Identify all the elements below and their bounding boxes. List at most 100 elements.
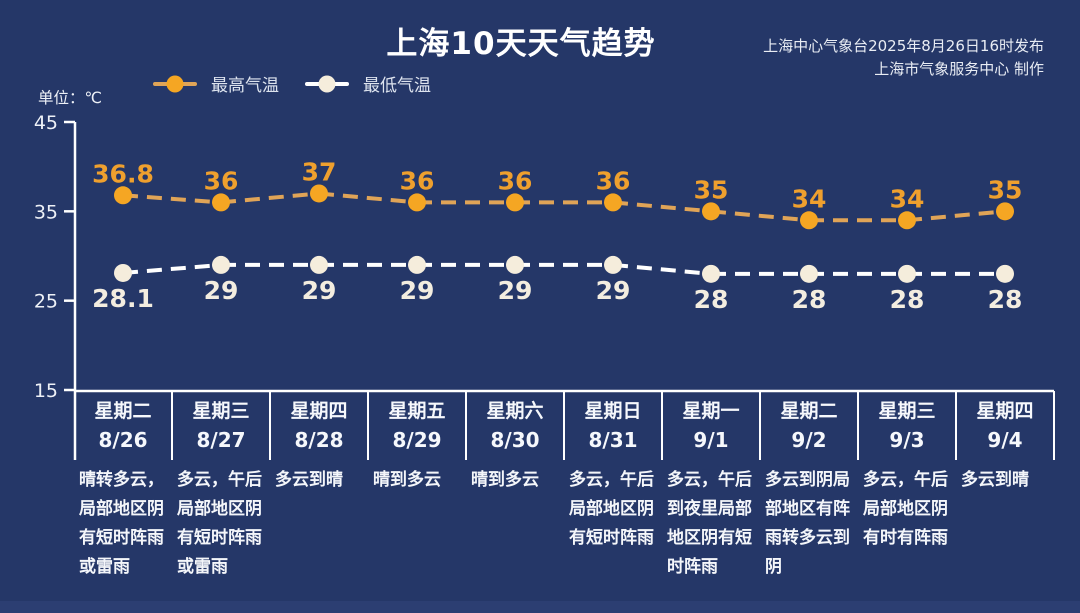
date-label: 9/1 xyxy=(693,428,729,452)
date-label: 9/4 xyxy=(987,428,1023,452)
high-temp-value-label: 36 xyxy=(204,166,239,195)
source-line-2: 上海市气象服务中心 制作 xyxy=(874,60,1044,78)
day-column: 星期三 8/27 多云，午后局部地区阴有短时阵雨或雷雨 xyxy=(172,398,270,582)
high-temp-marker-icon xyxy=(153,74,197,94)
high-temp-point xyxy=(310,184,328,203)
weekday-label: 星期二 xyxy=(94,400,152,422)
weekday-label: 星期日 xyxy=(584,400,642,422)
weekday-label: 星期三 xyxy=(878,400,936,422)
weekday-label: 星期四 xyxy=(976,400,1034,422)
high-temp-point xyxy=(898,211,916,230)
weather-description: 晴转多云，局部地区阴有短时阵雨或雷雨 xyxy=(79,470,164,577)
date-label: 8/30 xyxy=(490,428,540,452)
day-column: 星期日 8/31 多云，午后局部地区阴有短时阵雨 xyxy=(564,398,662,553)
high-temp-point xyxy=(114,186,132,205)
date-label: 8/29 xyxy=(392,428,442,452)
weather-description: 多云到阴局部地区有阵雨转多云到阴 xyxy=(765,470,850,577)
weekday-label: 星期五 xyxy=(388,400,446,422)
low-temp-point xyxy=(506,255,524,274)
low-temp-dash-line xyxy=(122,262,222,275)
high-temp-value-label: 37 xyxy=(302,157,337,186)
low-temp-value-label: 28 xyxy=(988,285,1023,314)
low-temp-legend-label: 最低气温 xyxy=(363,76,431,96)
low-temp-value-label: 29 xyxy=(400,276,435,305)
low-temp-point xyxy=(898,264,916,283)
day-column: 星期一 9/1 多云，午后到夜里局部地区阴有短时阵雨 xyxy=(662,398,760,582)
high-temp-value-label: 36 xyxy=(498,166,533,195)
high-temp-dash-line xyxy=(710,209,810,223)
day-column: 星期二 8/26 晴转多云，局部地区阴有短时阵雨或雷雨 xyxy=(74,398,172,582)
weather-description: 多云，午后局部地区阴有短时阵雨 xyxy=(569,470,654,548)
bottom-strip xyxy=(0,601,1080,613)
weather-description: 多云到晴 xyxy=(961,470,1029,490)
high-temp-dash-line xyxy=(318,191,418,205)
source-line-1: 上海中心气象台2025年8月26日16时发布 xyxy=(763,37,1044,55)
low-temp-point xyxy=(800,264,818,283)
weekday-label: 星期一 xyxy=(682,400,740,422)
weekday-label: 星期二 xyxy=(780,400,838,422)
low-temp-value-label: 28 xyxy=(792,285,827,314)
low-temp-point xyxy=(114,263,132,282)
low-temp-point xyxy=(604,255,622,274)
high-temp-dash-line xyxy=(906,209,1006,223)
weather-description: 多云，午后到夜里局部地区阴有短时阵雨 xyxy=(667,470,752,577)
low-temp-value-label: 28 xyxy=(890,285,925,314)
high-temp-dash-line xyxy=(612,200,712,214)
low-temp-value-label: 28 xyxy=(694,285,729,314)
low-temp-value-label: 29 xyxy=(204,276,239,305)
weekday-label: 星期六 xyxy=(486,400,544,422)
day-column: 星期四 8/28 多云到晴 xyxy=(270,398,368,495)
high-temp-value-label: 36 xyxy=(400,166,435,195)
unit-label: 单位：℃ xyxy=(38,89,102,107)
high-temp-point xyxy=(702,202,720,221)
low-temp-value-label: 29 xyxy=(498,276,533,305)
high-temp-value-label: 35 xyxy=(988,175,1023,204)
high-temp-value-label: 34 xyxy=(890,184,925,213)
high-temp-value-label: 36.8 xyxy=(92,159,154,188)
date-label: 8/27 xyxy=(196,428,246,452)
low-temp-point xyxy=(212,255,230,274)
high-temp-point xyxy=(604,193,622,212)
legend-item-high: 最高气温 xyxy=(153,71,279,96)
weekday-label: 星期四 xyxy=(290,400,348,422)
high-temp-value-label: 34 xyxy=(792,184,827,213)
high-temp-point xyxy=(996,202,1014,221)
day-column: 星期四 9/4 多云到晴 xyxy=(956,398,1054,495)
y-tick-label: 35 xyxy=(34,201,58,223)
weather-description: 晴到多云 xyxy=(373,470,441,490)
day-column: 星期二 9/2 多云到阴局部地区有阵雨转多云到阴 xyxy=(760,398,858,582)
date-label: 8/26 xyxy=(98,428,148,452)
high-temp-dash-line xyxy=(220,191,320,205)
high-temp-point xyxy=(800,211,818,230)
weather-description: 多云，午后局部地区阴有短时阵雨或雷雨 xyxy=(177,470,262,577)
date-label: 9/2 xyxy=(791,428,827,452)
high-temp-point xyxy=(408,193,426,212)
date-label: 8/31 xyxy=(588,428,638,452)
weekday-label: 星期三 xyxy=(192,400,250,422)
low-temp-value-label: 28.1 xyxy=(92,284,154,313)
weather-description: 多云，午后局部地区阴有时有阵雨 xyxy=(863,470,948,548)
low-temp-point xyxy=(996,264,1014,283)
date-label: 9/3 xyxy=(889,428,925,452)
low-temp-dash-line xyxy=(612,262,712,276)
high-temp-legend-label: 最高气温 xyxy=(211,76,279,96)
day-column: 星期六 8/30 晴到多云 xyxy=(466,398,564,495)
legend-item-low: 最低气温 xyxy=(305,71,431,96)
high-temp-value-label: 35 xyxy=(694,175,729,204)
high-temp-value-label: 36 xyxy=(596,166,631,195)
y-tick-label: 45 xyxy=(34,112,58,134)
high-temp-point xyxy=(506,193,524,212)
day-column: 星期五 8/29 晴到多云 xyxy=(368,398,466,495)
day-column: 星期三 9/3 多云，午后局部地区阴有时有阵雨 xyxy=(858,398,956,553)
low-temp-point xyxy=(702,264,720,283)
date-label: 8/28 xyxy=(294,428,344,452)
y-tick-label: 25 xyxy=(34,291,58,313)
high-temp-dash-line xyxy=(122,193,222,205)
source-info: 上海中心气象台2025年8月26日16时发布 上海市气象服务中心 制作 xyxy=(763,35,1044,81)
chart-legend: 最高气温 最低气温 xyxy=(153,71,431,96)
high-temp-point xyxy=(212,193,230,212)
y-tick-label: 15 xyxy=(34,380,58,402)
low-temp-value-label: 29 xyxy=(596,276,631,305)
